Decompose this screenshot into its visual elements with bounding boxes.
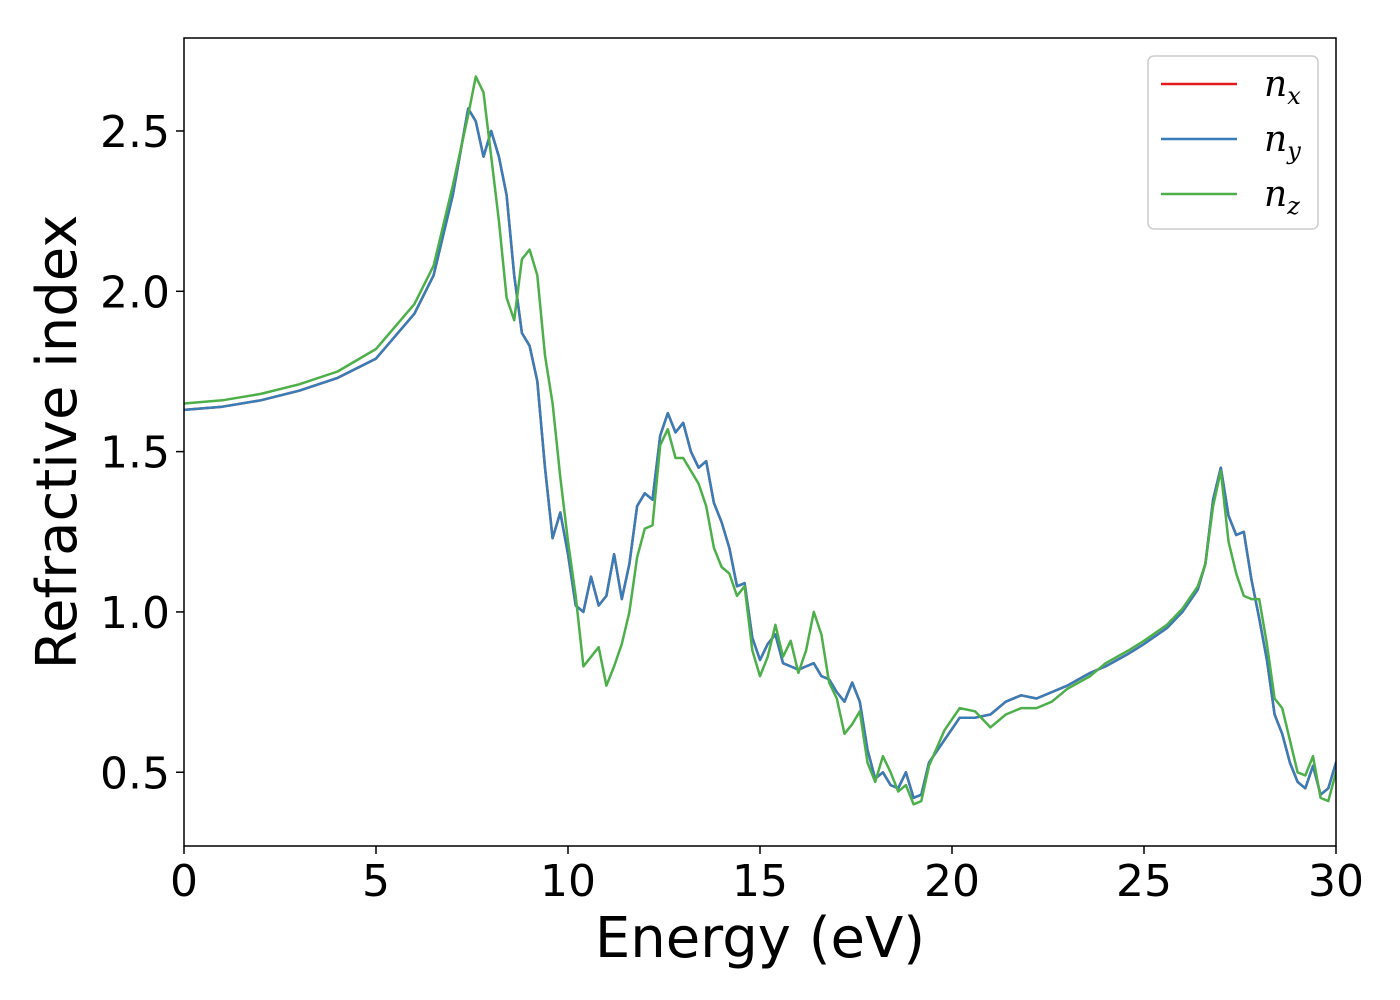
y-tick-label: 1.0: [100, 588, 170, 639]
series-line-z: [184, 75, 1336, 806]
y-axis-label: Refractive index: [25, 215, 90, 670]
y-tick-label: 2.5: [100, 107, 170, 158]
x-axis-ticks: 0 5 10 15 20 25 30: [170, 846, 1364, 907]
legend-label-z: nz: [1264, 174, 1300, 220]
y-tick-label: 2.0: [100, 267, 170, 318]
legend: nx ny nz: [1147, 55, 1319, 230]
x-tick-label: 20: [924, 856, 980, 907]
legend-label-y: ny: [1264, 119, 1301, 165]
y-tick-label: 1.5: [100, 428, 170, 479]
x-tick-label: 5: [362, 856, 390, 907]
x-axis-label: Energy (eV): [595, 906, 925, 971]
legend-label-x: nx: [1264, 64, 1301, 110]
series-layer: [184, 75, 1336, 806]
x-tick-label: 25: [1116, 856, 1172, 907]
x-tick-label: 10: [540, 856, 596, 907]
y-axis-ticks: 0.5 1.0 1.5 2.0 2.5: [100, 107, 184, 799]
x-tick-label: 15: [732, 856, 788, 907]
x-tick-label: 0: [170, 856, 198, 907]
legend-box: [1147, 55, 1319, 230]
x-tick-label: 30: [1308, 856, 1364, 907]
y-tick-label: 0.5: [100, 748, 170, 799]
